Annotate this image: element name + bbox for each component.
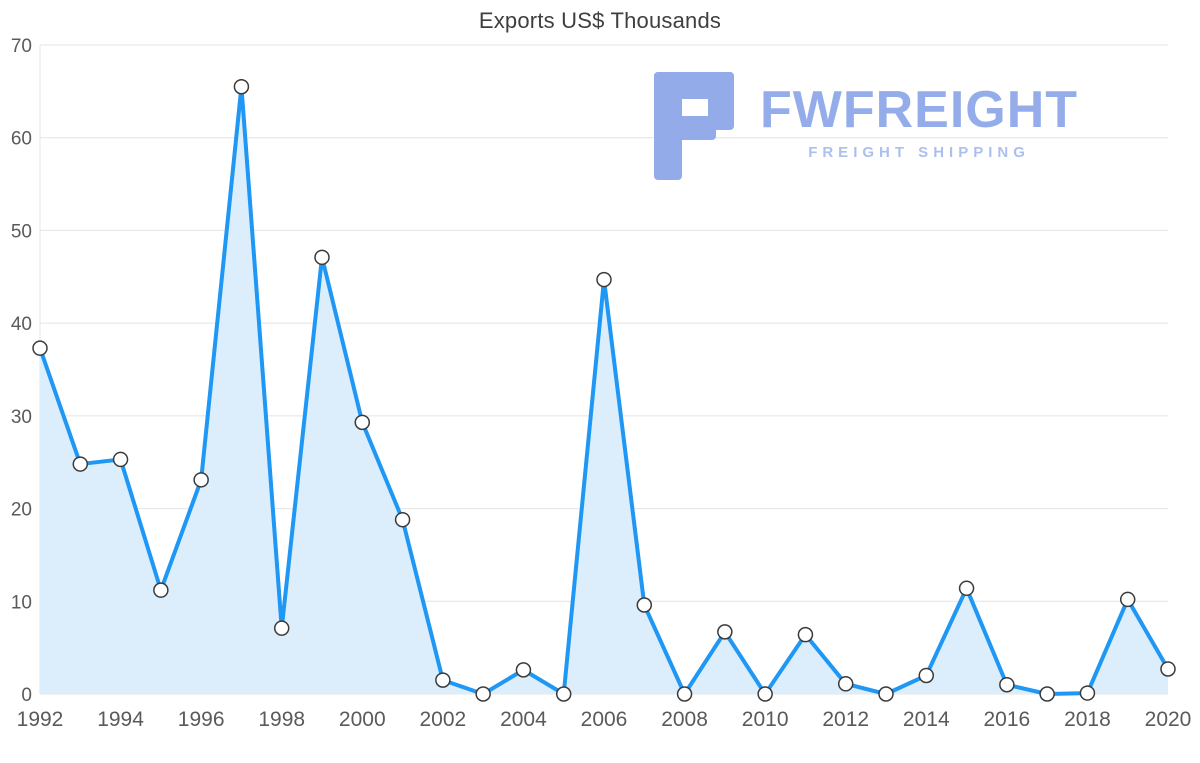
x-axis-tick-label: 2014 [903,708,950,731]
data-point-marker[interactable] [757,686,773,702]
data-point-marker[interactable] [32,340,48,356]
x-axis-tick-label: 2000 [339,708,386,731]
x-axis-tick-label: 2018 [1064,708,1111,731]
area-fill [40,86,1168,695]
x-axis-tick-label: 2002 [419,708,466,731]
x-axis-tick-label: 2008 [661,708,708,731]
x-axis-tick-label: 2004 [500,708,547,731]
y-axis-tick-label: 20 [11,500,32,521]
y-axis-tick-label: 40 [11,314,32,335]
data-point-marker[interactable] [636,597,653,613]
data-point-marker[interactable] [314,249,330,266]
y-axis-tick-label: 30 [11,407,32,428]
data-point-marker[interactable] [72,456,89,472]
data-point-marker[interactable] [273,620,290,636]
data-point-marker[interactable] [475,686,491,702]
data-point-marker[interactable] [153,582,169,598]
data-point-marker[interactable] [1160,661,1176,677]
chart-title: Exports US$ Thousands [478,8,722,33]
data-point-marker[interactable] [1119,591,1136,608]
x-axis-tick-label: 2006 [581,708,628,731]
data-point-marker[interactable] [435,672,451,688]
y-axis-tick-label: 10 [11,592,32,613]
y-axis-tick-label: 60 [11,129,32,150]
data-point-marker[interactable] [999,676,1015,693]
y-axis-tick-label: 0 [21,685,32,706]
x-axis-tick-label: 2010 [742,708,789,731]
data-point-marker[interactable] [918,667,935,684]
y-axis-tick-label: 70 [11,36,32,57]
x-axis-tick-label: 1998 [258,708,305,731]
data-point-marker[interactable] [233,78,250,95]
x-axis-tick-label: 1994 [97,708,144,731]
data-point-marker[interactable] [878,686,894,702]
data-point-marker[interactable] [837,676,854,692]
data-point-marker[interactable] [797,626,814,643]
y-axis-tick-label: 50 [11,221,32,242]
data-point-marker[interactable] [112,451,129,468]
data-point-marker[interactable] [717,624,733,640]
data-point-marker[interactable] [958,580,975,597]
x-axis-tick-label: 2016 [983,708,1030,731]
data-point-marker[interactable] [193,472,209,488]
x-axis-tick-label: 1996 [178,708,225,731]
data-point-marker[interactable] [394,511,411,528]
x-axis-tick-label: 2012 [822,708,869,731]
data-point-marker[interactable] [1079,685,1096,701]
data-point-marker[interactable] [596,271,612,288]
data-point-marker[interactable] [354,414,371,431]
x-axis-tick-label: 1992 [17,708,64,731]
data-point-marker[interactable] [515,662,532,678]
data-point-marker[interactable] [1039,686,1055,702]
data-point-marker[interactable] [555,686,572,702]
x-axis-tick-label: 2020 [1145,708,1192,731]
data-point-marker[interactable] [676,686,693,702]
